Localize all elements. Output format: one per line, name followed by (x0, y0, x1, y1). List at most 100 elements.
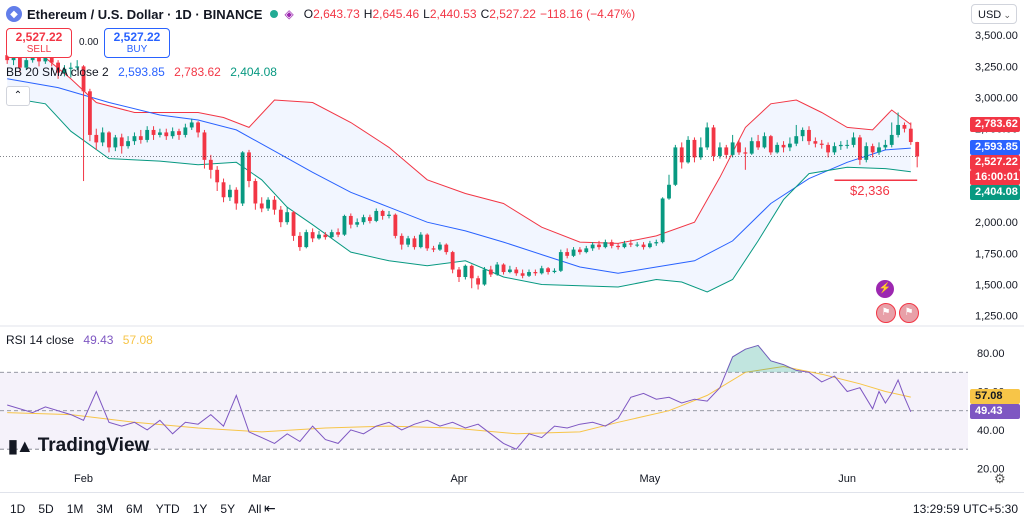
candle (641, 242, 646, 250)
rsi-tick-label: 40.00 (977, 425, 1005, 437)
candle (667, 174, 671, 200)
tradingview-mark-icon: ▮▲ (8, 435, 34, 456)
candle-body (858, 137, 862, 160)
candle-body (37, 55, 41, 62)
rsi-legend[interactable]: RSI 14 close 49.43 57.08 (6, 333, 153, 347)
candle-body (584, 248, 589, 253)
visibility-toggle[interactable]: ◈ (270, 7, 294, 21)
us-flag-event-icon[interactable]: ⚑ (876, 303, 896, 323)
candle (520, 269, 525, 279)
time-tick-label: Jun (838, 473, 856, 485)
goto-date-icon[interactable]: ⇤ (264, 500, 276, 516)
range-button-5y[interactable]: 5Y (220, 502, 236, 516)
candle-body (590, 244, 595, 249)
candle (578, 247, 582, 255)
candle-body (170, 131, 175, 137)
candle (158, 128, 162, 138)
candle-body (215, 169, 220, 183)
candle (565, 248, 570, 259)
candle (266, 197, 270, 211)
candle-body (469, 265, 474, 279)
candle-body (126, 141, 130, 147)
candle (877, 142, 881, 155)
candle (730, 134, 735, 158)
chart-header: ◆ Ethereum / U.S. Dollar · 1D · BINANCE … (6, 4, 635, 24)
us-flag-event-icon-2[interactable]: ⚑ (899, 303, 919, 323)
range-button-3m[interactable]: 3M (96, 502, 114, 516)
range-button-all[interactable]: All (248, 502, 262, 516)
candle (126, 136, 130, 149)
candle (908, 122, 913, 145)
candle (686, 136, 690, 164)
candle-body (145, 129, 150, 140)
candle (482, 267, 487, 286)
collapse-legend-button[interactable]: ⌃ (6, 86, 30, 106)
candle (151, 126, 156, 140)
candlestick-series (5, 50, 920, 290)
candle (221, 178, 226, 203)
candle (603, 239, 608, 249)
candle-body (476, 278, 480, 285)
candle-body (450, 252, 455, 270)
candle-body (164, 132, 169, 137)
clock[interactable]: 13:29:59 UTC+5:30 (912, 502, 1018, 516)
candle-body (800, 129, 805, 137)
candle-body (221, 182, 226, 198)
candle-body (851, 137, 856, 145)
candle-body (228, 189, 232, 198)
candle-body (304, 232, 309, 248)
candle-body (234, 189, 239, 204)
settings-icon[interactable]: ⚙ (994, 471, 1006, 486)
time-axis: Feb Mar Apr May Jun (74, 473, 856, 485)
candle-body (49, 56, 54, 63)
bb-area (7, 53, 911, 293)
candle (368, 214, 372, 224)
candle-body (819, 143, 824, 145)
candle (259, 197, 264, 213)
bb-upper-value: 2,783.62 (174, 65, 221, 79)
candle-body (902, 124, 907, 129)
candle-body (342, 215, 347, 235)
candle (514, 267, 519, 276)
rsi-value: 49.43 (83, 333, 114, 347)
candle-body (463, 265, 468, 278)
candle-body (578, 249, 582, 253)
buy-button[interactable]: 2,527.22 BUY (104, 28, 170, 58)
candle (902, 122, 907, 133)
range-button-1y[interactable]: 1Y (192, 502, 208, 516)
candle-body (756, 141, 760, 148)
plugin-icon[interactable]: ◈ (284, 7, 294, 21)
candle (832, 142, 837, 155)
candle-body (132, 136, 137, 142)
candle (609, 239, 614, 249)
candle (584, 245, 589, 254)
candle-body (310, 232, 315, 239)
currency-selector[interactable]: USD ⌄ (971, 4, 1017, 24)
candle-body (616, 245, 620, 248)
candle-body (660, 198, 665, 243)
range-button-5d[interactable]: 5D (38, 502, 54, 516)
lightning-icon[interactable]: ⚡ (876, 280, 894, 298)
chart-canvas[interactable]: 1,250.001,500.001,750.002,000.002,250.00… (0, 0, 1024, 492)
candle (597, 240, 601, 250)
symbol-title[interactable]: Ethereum / U.S. Dollar · 1D · BINANCE (27, 6, 263, 22)
candle-body (508, 269, 512, 273)
range-button-1m[interactable]: 1M (66, 502, 84, 516)
range-button-6m[interactable]: 6M (126, 502, 143, 516)
tradingview-logo[interactable]: ▮▲ TradingView (8, 435, 149, 457)
candle (323, 232, 328, 240)
range-button-1d[interactable]: 1D (10, 502, 26, 516)
candle-body (648, 243, 652, 248)
bb-legend[interactable]: BB 20 SMA close 2 2,593.85 2,783.62 2,40… (6, 65, 277, 79)
bb-basis-value: 2,593.85 (118, 65, 165, 79)
range-selector: 1D 5D 1M 3M 6M YTD 1Y 5Y All (10, 502, 274, 516)
candle-body (609, 242, 614, 246)
candle-body (730, 142, 735, 155)
candle (679, 142, 684, 169)
candle-body (196, 122, 200, 133)
sell-button[interactable]: 2,527.22 SELL (6, 28, 72, 58)
range-button-ytd[interactable]: YTD (155, 502, 180, 516)
candle (329, 229, 334, 239)
candle (412, 235, 417, 250)
candle-body (406, 238, 410, 245)
